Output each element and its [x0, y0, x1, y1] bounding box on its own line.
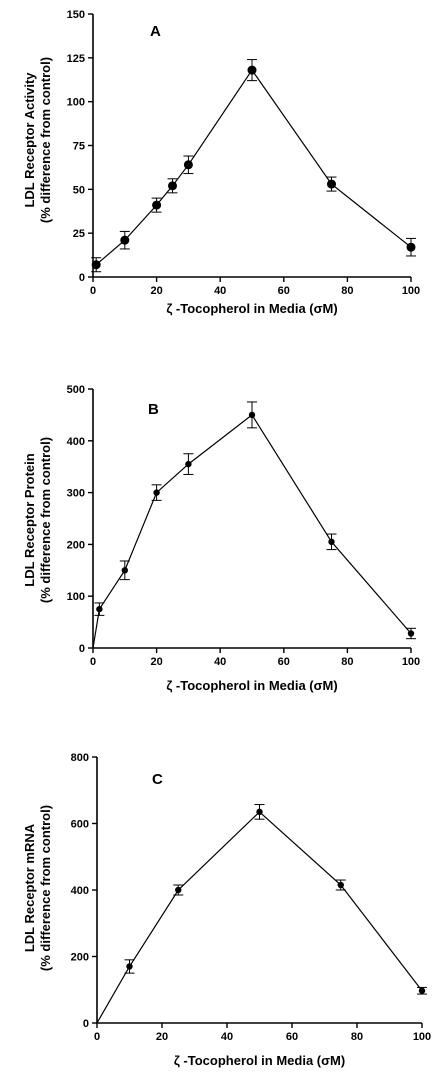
x-tick-label: 80 — [341, 285, 353, 297]
y-axis-sublabel: (% difference from control) — [38, 57, 53, 223]
y-axis-sublabel: (% difference from control) — [38, 437, 53, 603]
data-point — [328, 538, 335, 546]
y-tick-label: 200 — [71, 952, 89, 964]
y-tick-label: 200 — [67, 539, 85, 551]
data-point — [183, 160, 193, 170]
x-tick-label: 40 — [214, 285, 226, 297]
y-tick-label: 25 — [73, 228, 85, 240]
panel-label: C — [152, 771, 163, 788]
data-point — [185, 460, 192, 468]
data-point — [248, 411, 256, 419]
data-point — [126, 963, 133, 970]
x-axis-label: ζ -Tocopherol in Media (σM) — [174, 1053, 345, 1068]
y-axis-sublabel: (% difference from control) — [38, 805, 53, 971]
x-tick-label: 80 — [351, 1031, 363, 1043]
x-tick-label: 40 — [214, 656, 226, 668]
data-point — [168, 181, 177, 191]
x-tick-label: 40 — [221, 1031, 233, 1043]
y-axis-label: LDL Receptor Activity — [22, 72, 37, 208]
y-tick-label: 300 — [67, 488, 85, 500]
x-tick-label: 20 — [156, 1031, 168, 1043]
x-tick-label: 0 — [90, 285, 96, 297]
y-tick-label: 50 — [73, 184, 85, 196]
series-line — [96, 811, 423, 1024]
data-point — [121, 567, 128, 574]
panel-label: A — [150, 23, 161, 40]
y-axis-label: LDL Receptor Protein — [22, 453, 37, 586]
data-point — [91, 260, 101, 270]
data-point — [418, 987, 426, 994]
y-tick-label: 100 — [67, 97, 85, 109]
y-tick-label: 500 — [67, 384, 85, 396]
data-point — [175, 886, 182, 894]
data-point — [256, 808, 263, 816]
data-point — [406, 242, 416, 252]
x-axis-label: ζ -Tocopherol in Media (σM) — [166, 678, 337, 693]
x-tick-label: 60 — [278, 285, 290, 297]
x-tick-label: 20 — [150, 656, 162, 668]
data-point — [337, 881, 344, 889]
y-tick-label: 0 — [79, 272, 85, 284]
x-tick-label: 80 — [341, 656, 353, 668]
data-point — [120, 235, 130, 245]
y-tick-label: 125 — [67, 53, 85, 65]
x-tick-label: 100 — [402, 285, 420, 297]
panel-label: B — [148, 401, 159, 418]
series-line — [95, 69, 412, 266]
x-tick-label: 0 — [94, 1031, 100, 1043]
chart-panel-B: 0 100 200 300 400 500 0 20 40 60 80 100 Bζ -Tocopher… — [22, 384, 420, 693]
data-point — [152, 200, 162, 210]
y-tick-label: 0 — [83, 1018, 89, 1030]
data-point — [407, 630, 415, 637]
y-tick-label: 400 — [67, 436, 85, 448]
y-tick-label: 800 — [71, 752, 89, 764]
data-point — [327, 179, 336, 189]
y-tick-label: 150 — [67, 9, 85, 21]
x-axis-label: ζ -Tocopherol in Media (σM) — [166, 301, 337, 316]
series-line — [92, 414, 412, 649]
data-point — [96, 605, 103, 613]
x-tick-label: 20 — [150, 285, 162, 297]
y-tick-label: 0 — [79, 643, 85, 655]
x-tick-label: 0 — [90, 656, 96, 668]
chart-panel-C: 0 200 400 600 800 0 20 40 60 80 100 Cζ -Tocopherol … — [22, 752, 431, 1068]
data-point — [153, 489, 160, 496]
x-tick-label: 100 — [402, 656, 420, 668]
data-point — [247, 65, 257, 75]
x-tick-label: 100 — [413, 1031, 431, 1043]
y-tick-label: 600 — [71, 819, 89, 831]
x-tick-label: 60 — [278, 656, 290, 668]
y-tick-label: 100 — [67, 591, 85, 603]
y-axis-label: LDL Receptor mRNA — [22, 823, 37, 952]
y-tick-label: 400 — [71, 885, 89, 897]
y-tick-label: 75 — [73, 141, 85, 153]
chart-panel-A: 0 25 50 75 100 125 150 0 20 40 60 80 100 Aζ -Tocopher… — [22, 9, 420, 316]
x-tick-label: 60 — [286, 1031, 298, 1043]
